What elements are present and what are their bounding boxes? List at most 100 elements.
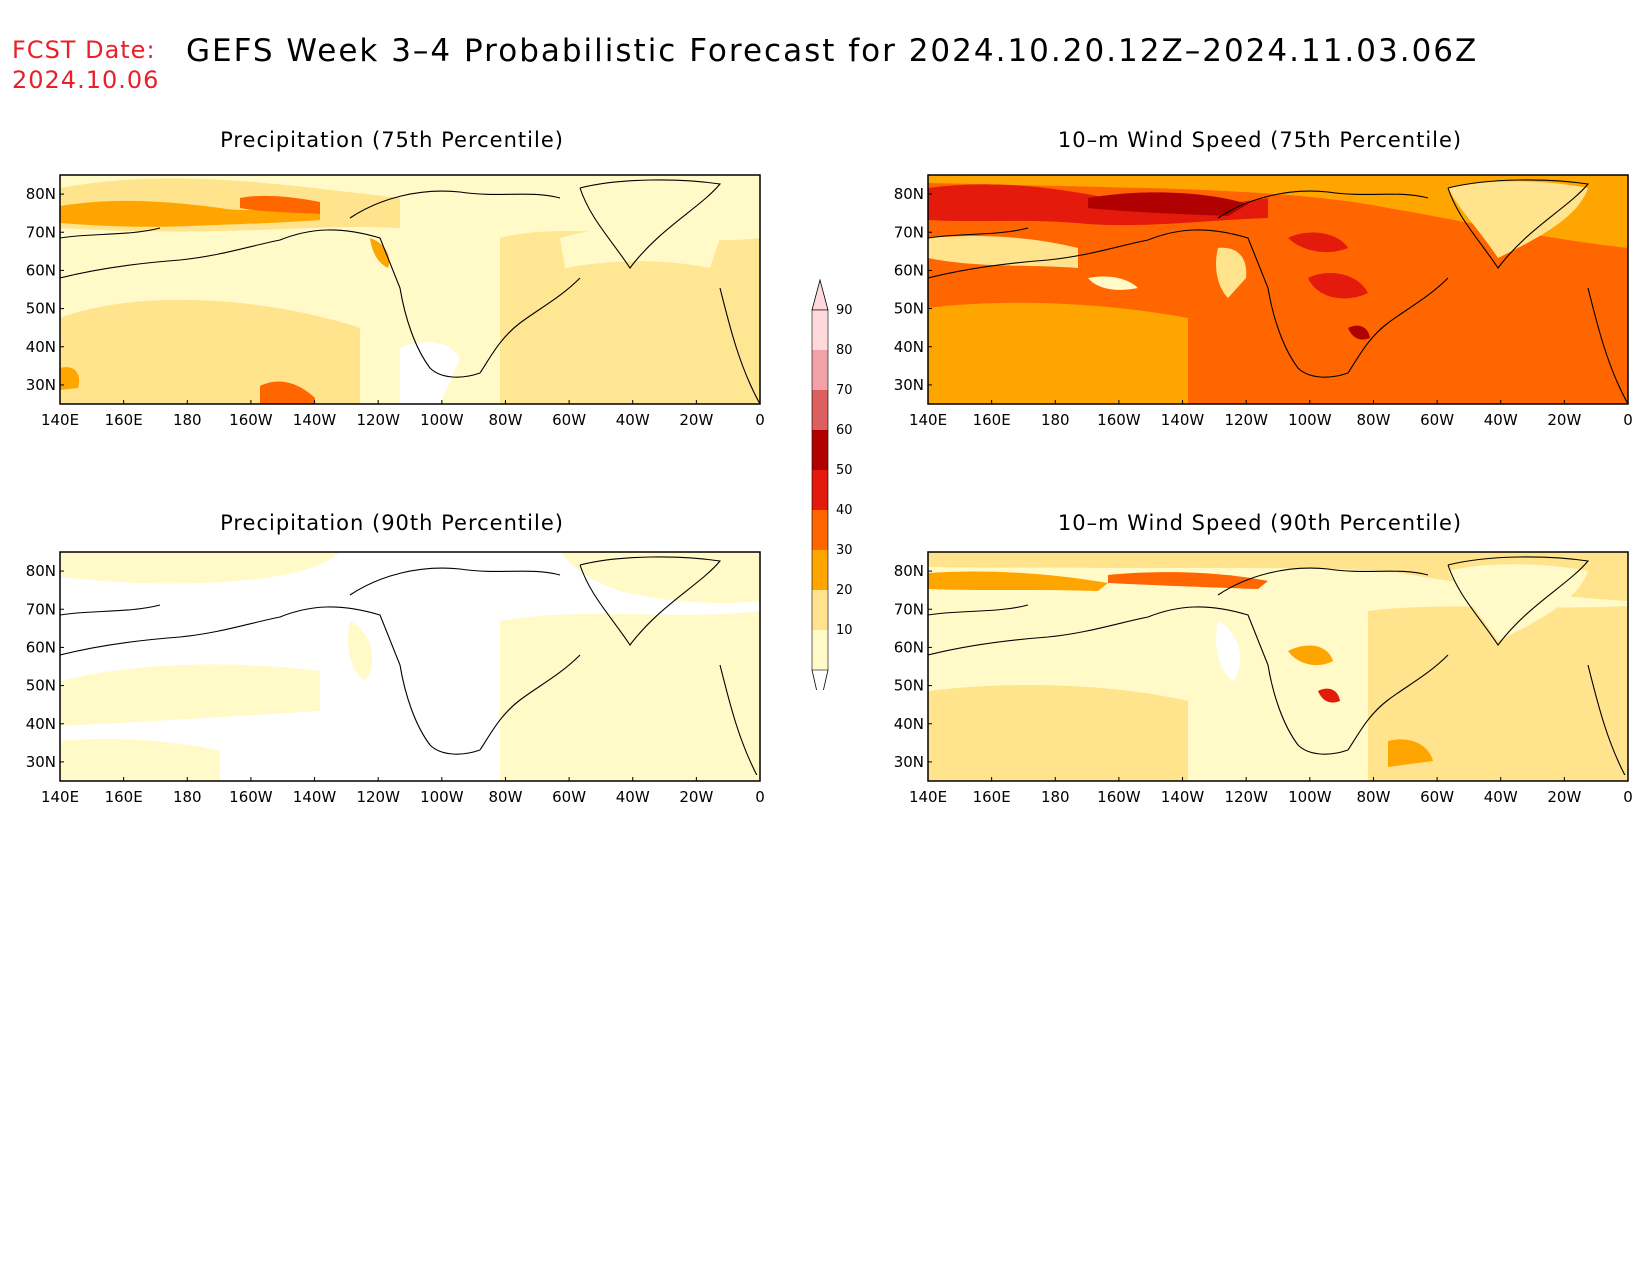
lon-tick-label: 40W xyxy=(1484,788,1518,806)
lat-tick-label: 60N xyxy=(894,261,924,279)
lon-tick-label: 80W xyxy=(488,411,522,429)
lon-tick-label: 140E xyxy=(41,788,79,806)
colorbar-swatch xyxy=(812,470,828,510)
page-title: GEFS Week 3–4 Probabilistic Forecast for… xyxy=(186,33,1479,69)
lon-tick-label: 160W xyxy=(229,411,273,429)
lon-tick-label: 160W xyxy=(229,788,273,806)
colorbar-label: 50 xyxy=(836,463,853,478)
colorbar-swatch xyxy=(812,390,828,430)
lat-tick-label: 60N xyxy=(26,638,56,656)
colorbar-swatch xyxy=(812,310,828,350)
panel-wind-90: 10–m Wind Speed (90th Percentile) 80N 70N… xyxy=(888,511,1638,806)
colorbar-swatch xyxy=(812,350,828,390)
lon-tick-label: 60W xyxy=(1420,788,1454,806)
lon-tick-label: 140E xyxy=(909,411,947,429)
panel-title: 10–m Wind Speed (75th Percentile) xyxy=(1057,128,1463,152)
lat-tick-label: 70N xyxy=(894,223,924,241)
lat-axis: 80N 70N 60N 50N 40N 30N xyxy=(26,185,64,394)
lon-tick-label: 160E xyxy=(973,411,1011,429)
lat-tick-label: 70N xyxy=(894,600,924,618)
lon-axis: 140E 160E 180 160W 140W 120W 100W 80W 60W 40W 20W 0 xyxy=(41,777,765,806)
lat-tick-label: 80N xyxy=(894,185,924,203)
lon-tick-label: 40W xyxy=(616,411,650,429)
lon-tick-label: 20W xyxy=(1547,788,1581,806)
lon-tick-label: 120W xyxy=(1224,411,1268,429)
lon-tick-label: 80W xyxy=(488,788,522,806)
fcst-date-label: FCST Date: xyxy=(12,36,156,64)
lon-tick-label: 180 xyxy=(1041,788,1070,806)
colorbar-swatch xyxy=(812,430,828,470)
lat-tick-label: 80N xyxy=(26,185,56,203)
lon-tick-label: 0 xyxy=(755,788,765,806)
lon-tick-label: 80W xyxy=(1356,788,1390,806)
lon-tick-label: 120W xyxy=(1224,788,1268,806)
panel-precip-90: Precipitation (90th Percentile) 80N 70N 60… xyxy=(20,511,770,806)
fcst-date-value: 2024.10.06 xyxy=(12,66,160,94)
lat-tick-label: 50N xyxy=(26,300,56,318)
lon-tick-label: 140W xyxy=(1161,788,1205,806)
lon-tick-label: 0 xyxy=(1623,788,1633,806)
lat-tick-label: 40N xyxy=(894,715,924,733)
lat-tick-label: 50N xyxy=(894,677,924,695)
map-precip-75: 80N 70N 60N 50N 40N 30N 140E 160E 180 160W 140W 12… xyxy=(26,174,765,429)
colorbar-outline xyxy=(811,309,829,671)
lon-tick-label: 140E xyxy=(41,411,79,429)
lat-tick-label: 50N xyxy=(26,677,56,695)
coastlines xyxy=(60,179,760,404)
colorbar-swatch xyxy=(812,590,828,630)
lat-tick-label: 40N xyxy=(26,338,56,356)
coastlines xyxy=(60,556,758,775)
panel-wind-75: 10–m Wind Speed (75th Percentile) xyxy=(888,128,1638,429)
lon-tick-label: 120W xyxy=(356,788,400,806)
lon-tick-label: 180 xyxy=(1041,411,1070,429)
coastlines xyxy=(928,179,1628,404)
lat-tick-label: 50N xyxy=(894,300,924,318)
lon-tick-label: 0 xyxy=(755,411,765,429)
colorbar-swatch xyxy=(812,550,828,590)
lat-tick-label: 70N xyxy=(26,600,56,618)
map-frame xyxy=(927,551,1629,782)
map-wind-90: 80N 70N 60N 50N 40N 30N 140E 160E 180 160W 140W 12… xyxy=(894,551,1633,806)
lat-axis: 80N 70N 60N 50N 40N 30N xyxy=(894,185,932,394)
panel-title: Precipitation (90th Percentile) xyxy=(220,511,564,535)
lon-tick-label: 100W xyxy=(1288,788,1332,806)
lon-tick-label: 180 xyxy=(173,411,202,429)
lon-tick-label: 40W xyxy=(1484,411,1518,429)
lon-axis: 140E 160E 180 160W 140W 120W 100W 80W 60W 40W 20W 0 xyxy=(909,400,1633,429)
lon-tick-label: 160E xyxy=(973,788,1011,806)
panel-title: 10–m Wind Speed (90th Percentile) xyxy=(1057,511,1463,535)
lat-tick-label: 60N xyxy=(26,261,56,279)
colorbar-label: 30 xyxy=(836,543,853,558)
lat-tick-label: 80N xyxy=(26,562,56,580)
lon-tick-label: 160W xyxy=(1097,411,1141,429)
lon-tick-label: 100W xyxy=(420,788,464,806)
lon-tick-label: 60W xyxy=(552,411,586,429)
coastlines xyxy=(928,556,1626,775)
lon-tick-label: 100W xyxy=(1288,411,1332,429)
lon-tick-label: 140W xyxy=(1161,411,1205,429)
map-frame xyxy=(927,174,1629,405)
colorbar-swatch xyxy=(812,630,828,670)
colorbar-top-arrow xyxy=(811,278,829,311)
colorbar-bottom-arrow xyxy=(811,669,829,690)
lat-axis: 80N 70N 60N 50N 40N 30N xyxy=(894,562,932,771)
map-wind-75: 80N 70N 60N 50N 40N 30N 140E 160E 180 160W 140W 12… xyxy=(894,174,1633,429)
colorbar-label: 20 xyxy=(836,583,853,598)
lon-tick-label: 160W xyxy=(1097,788,1141,806)
map-precip-90: 80N 70N 60N 50N 40N 30N 140E 160E 180 160W 140W 12… xyxy=(26,551,765,806)
lon-tick-label: 160E xyxy=(105,411,143,429)
lon-tick-label: 140E xyxy=(909,788,947,806)
lon-axis: 140E 160E 180 160W 140W 120W 100W 80W 60W 40W 20W 0 xyxy=(909,777,1633,806)
lon-tick-label: 20W xyxy=(1547,411,1581,429)
colorbar-label: 80 xyxy=(836,343,853,358)
lon-tick-label: 140W xyxy=(293,411,337,429)
map-frame xyxy=(59,551,761,782)
lat-tick-label: 30N xyxy=(26,376,56,394)
lon-tick-label: 160E xyxy=(105,788,143,806)
lon-tick-label: 0 xyxy=(1623,411,1633,429)
map-frame xyxy=(59,174,761,405)
lon-tick-label: 60W xyxy=(552,788,586,806)
colorbar-label: 40 xyxy=(836,503,853,518)
lat-tick-label: 60N xyxy=(894,638,924,656)
lat-tick-label: 80N xyxy=(894,562,924,580)
